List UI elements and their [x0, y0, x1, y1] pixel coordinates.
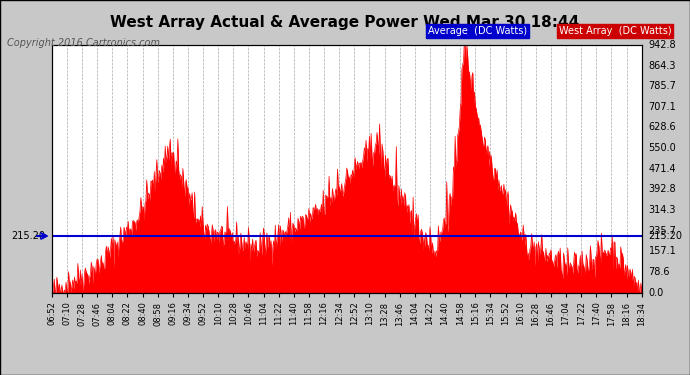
- Text: Copyright 2016 Cartronics.com: Copyright 2016 Cartronics.com: [7, 38, 160, 48]
- Text: 707.1: 707.1: [649, 102, 676, 112]
- Text: 215.20: 215.20: [649, 231, 682, 241]
- Text: West Array Actual & Average Power Wed Mar 30 18:44: West Array Actual & Average Power Wed Ma…: [110, 15, 580, 30]
- Text: Average  (DC Watts): Average (DC Watts): [428, 26, 527, 36]
- Text: 157.1: 157.1: [649, 246, 676, 256]
- Text: 471.4: 471.4: [649, 164, 676, 174]
- Text: 864.3: 864.3: [649, 61, 676, 70]
- Text: 314.3: 314.3: [649, 205, 676, 215]
- Text: 215.20: 215.20: [11, 231, 45, 241]
- Text: West Array  (DC Watts): West Array (DC Watts): [559, 26, 671, 36]
- Text: 0.0: 0.0: [649, 288, 664, 297]
- Text: 785.7: 785.7: [649, 81, 676, 91]
- Text: 628.6: 628.6: [649, 123, 676, 132]
- Text: 392.8: 392.8: [649, 184, 676, 194]
- Text: 235.7: 235.7: [649, 226, 676, 236]
- Text: 550.0: 550.0: [649, 143, 676, 153]
- Text: 942.8: 942.8: [649, 40, 676, 50]
- Text: 78.6: 78.6: [649, 267, 670, 277]
